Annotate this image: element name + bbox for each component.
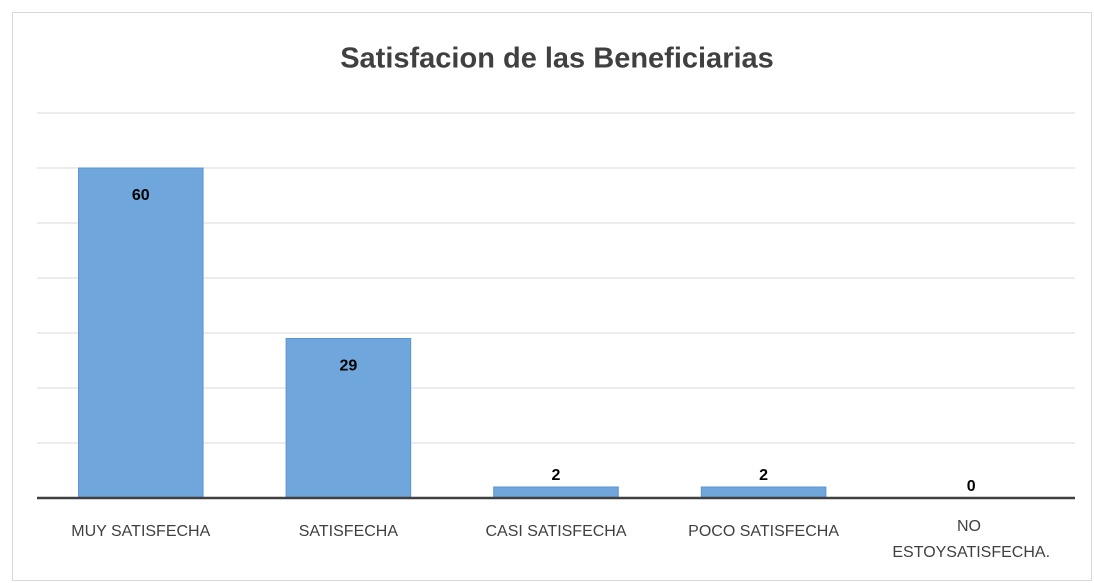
bar	[78, 167, 204, 499]
x-tick-label-line: NO	[957, 518, 985, 535]
x-tick-label: SATISFECHA	[299, 523, 399, 540]
data-label: 0	[967, 478, 976, 495]
bar	[700, 486, 827, 499]
bar	[493, 486, 619, 499]
x-tick-label: NO ESTOYSATISFECHA.	[892, 518, 1050, 561]
x-tick-label: POCO SATISFECHA	[688, 523, 839, 540]
x-tick-label: MUY SATISFECHA	[71, 523, 210, 540]
data-label: 60	[132, 187, 150, 204]
data-label: 2	[759, 467, 768, 484]
bar	[285, 338, 412, 499]
data-label: 29	[340, 358, 358, 375]
x-tick-label: CASI SATISFECHA	[485, 523, 626, 540]
chart-title: Satisfacion de las Beneficiarias	[340, 43, 774, 75]
x-tick-label-line: ESTOYSATISFECHA.	[892, 544, 1050, 561]
data-label: 2	[552, 467, 561, 484]
